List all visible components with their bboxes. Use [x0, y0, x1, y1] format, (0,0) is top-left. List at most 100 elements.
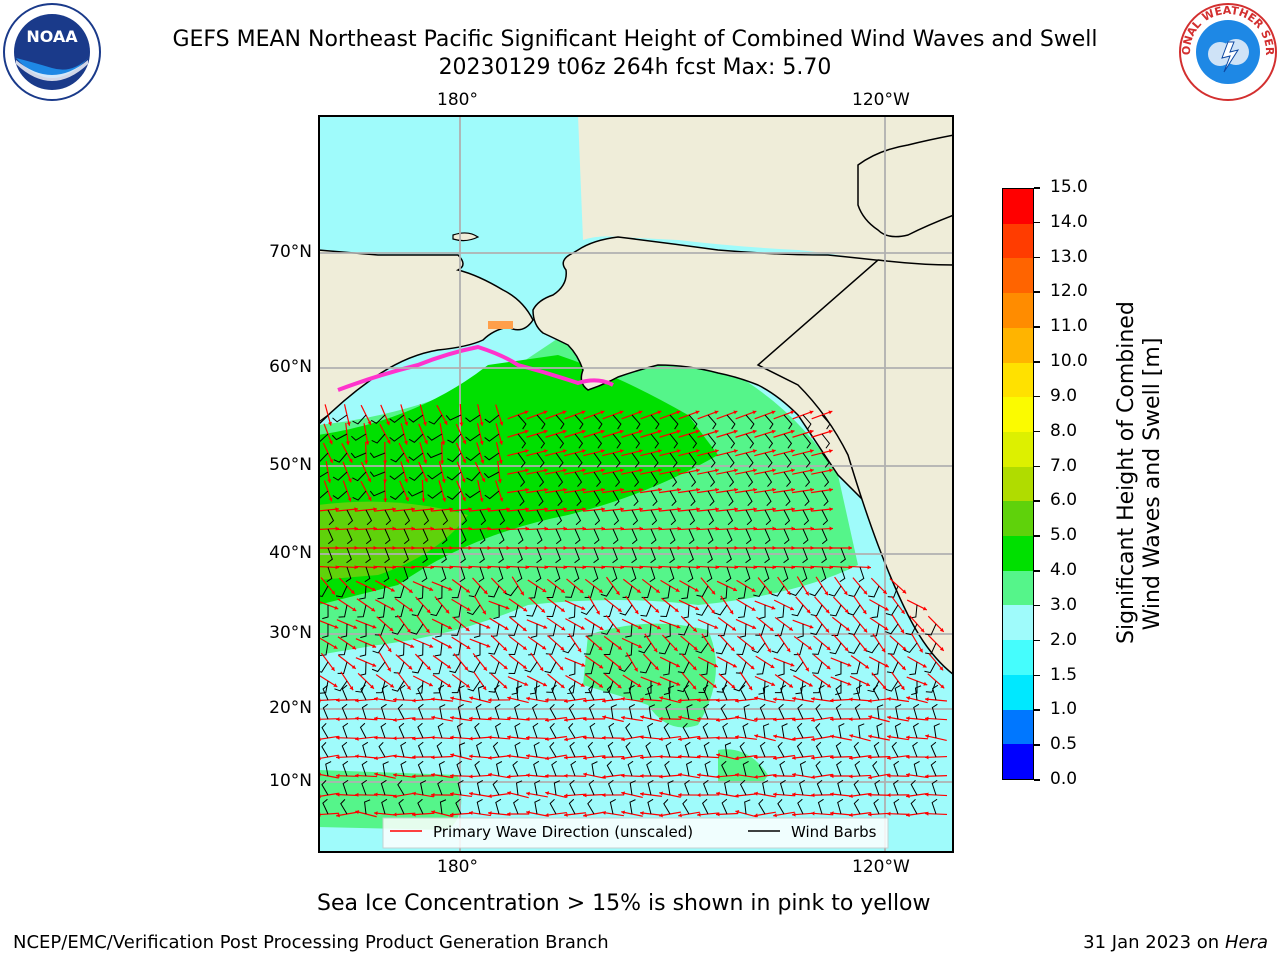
- wind-barb: [762, 780, 769, 796]
- wave-arrow-head: [772, 487, 776, 492]
- wind-barb: [495, 761, 503, 777]
- wind-barb: [739, 623, 747, 638]
- wind-barb: [764, 547, 770, 564]
- wave-arrow-head: [810, 487, 814, 492]
- wave-arrow-head: [431, 792, 435, 797]
- wave-arrow-head: [617, 684, 622, 689]
- wave-arrow-head: [483, 590, 488, 595]
- wave-arrow-head: [372, 624, 377, 629]
- wave-arrow-head: [735, 810, 740, 815]
- wind-barb: [475, 703, 482, 720]
- wind-barb: [835, 680, 842, 696]
- wind-barb: [515, 780, 523, 796]
- wind-barb: [555, 433, 565, 449]
- wind-barb: [546, 680, 557, 693]
- wind-barb: [678, 623, 690, 636]
- wind-barb: [591, 761, 598, 777]
- wave-arrow-head: [581, 429, 586, 434]
- wave-arrow-head: [412, 812, 416, 817]
- wind-barb: [726, 490, 734, 507]
- wave-arrow-head: [828, 410, 833, 415]
- wave-arrow-head: [374, 716, 378, 721]
- wave-arrow-head: [582, 468, 586, 473]
- wave-arrow-head: [522, 665, 527, 669]
- wave-arrow-head: [654, 666, 659, 670]
- wind-barb: [587, 741, 595, 758]
- wind-barb: [726, 452, 735, 468]
- colorbar-label: Significant Height of Combined Wind Wave…: [1114, 301, 1165, 644]
- wave-arrow-head: [790, 662, 795, 667]
- wave-arrow-head: [864, 664, 869, 669]
- wind-barb: [812, 661, 823, 674]
- colorbar-segment: [1003, 258, 1033, 294]
- wave-arrow-head: [887, 811, 891, 816]
- wave-arrow-head: [562, 449, 567, 454]
- wave-arrow-head: [906, 812, 910, 818]
- wind-barb: [665, 703, 672, 720]
- colorbar-segment: [1003, 570, 1033, 606]
- wave-arrow-head: [811, 696, 815, 702]
- wind-barb: [426, 452, 443, 459]
- wind-barb: [533, 760, 540, 777]
- colorbar-tick-mark: [1034, 779, 1040, 781]
- wind-barb: [574, 414, 584, 430]
- wind-barb: [612, 547, 618, 564]
- wind-barb: [427, 490, 443, 499]
- wind-barb: [515, 685, 523, 701]
- wind-barb: [422, 528, 429, 545]
- wind-barb: [417, 760, 424, 777]
- wind-barb: [427, 433, 443, 441]
- wind-barb: [774, 623, 785, 637]
- wind-barb: [488, 680, 500, 693]
- wave-arrow-head: [805, 591, 809, 596]
- wave-arrow-head: [715, 507, 719, 512]
- wave-arrow-head: [716, 753, 721, 758]
- wave-arrow-head: [350, 590, 355, 594]
- wave-arrow-head: [939, 627, 944, 632]
- wave-arrow-head: [336, 773, 340, 778]
- wind-barb: [662, 585, 671, 599]
- wave-arrow-head: [526, 716, 530, 722]
- wave-arrow-head: [790, 410, 795, 415]
- wind-barb: [764, 471, 773, 487]
- wave-arrow-head: [386, 421, 390, 426]
- wind-barb: [361, 779, 368, 796]
- wave-arrow-head: [828, 429, 833, 434]
- wave-arrow-head: [499, 497, 504, 502]
- wind-barb: [508, 642, 519, 656]
- wave-arrow-head: [431, 735, 435, 740]
- wind-barb: [357, 604, 367, 618]
- wave-arrow-head: [868, 775, 872, 780]
- wave-arrow-head: [882, 589, 887, 594]
- wind-barb: [724, 742, 732, 758]
- wave-arrow-head: [772, 507, 776, 512]
- wave-arrow-head: [716, 791, 720, 796]
- wind-barb: [771, 585, 785, 597]
- lat-label-20n: 20°N: [269, 698, 312, 718]
- wind-barb: [377, 585, 386, 600]
- wind-barb: [465, 452, 481, 462]
- wind-barb: [345, 566, 352, 583]
- wind-barb: [743, 704, 750, 720]
- wind-barb: [399, 684, 406, 701]
- wave-arrow-head: [906, 754, 910, 760]
- wave-arrow-head: [431, 715, 435, 720]
- wave-arrow-head: [735, 735, 739, 740]
- wave-arrow-head: [696, 487, 700, 492]
- wind-barb: [403, 509, 411, 526]
- wind-barb: [608, 722, 615, 739]
- wave-arrow-head: [446, 664, 451, 669]
- wave-arrow-head: [692, 627, 697, 632]
- wind-barb: [622, 585, 633, 598]
- wind-barb: [679, 642, 690, 655]
- wind-barb: [797, 623, 804, 639]
- wave-arrow-head: [639, 507, 643, 512]
- wave-arrow-head: [479, 421, 484, 426]
- wave-arrow-head: [482, 686, 487, 691]
- wave-arrow-head: [638, 410, 643, 415]
- colorbar-segment: [1003, 466, 1033, 502]
- wave-arrow-head: [507, 754, 511, 759]
- wind-barb: [876, 723, 883, 739]
- wind-barb: [335, 585, 348, 598]
- wave-region-3-4m-south: [583, 623, 716, 728]
